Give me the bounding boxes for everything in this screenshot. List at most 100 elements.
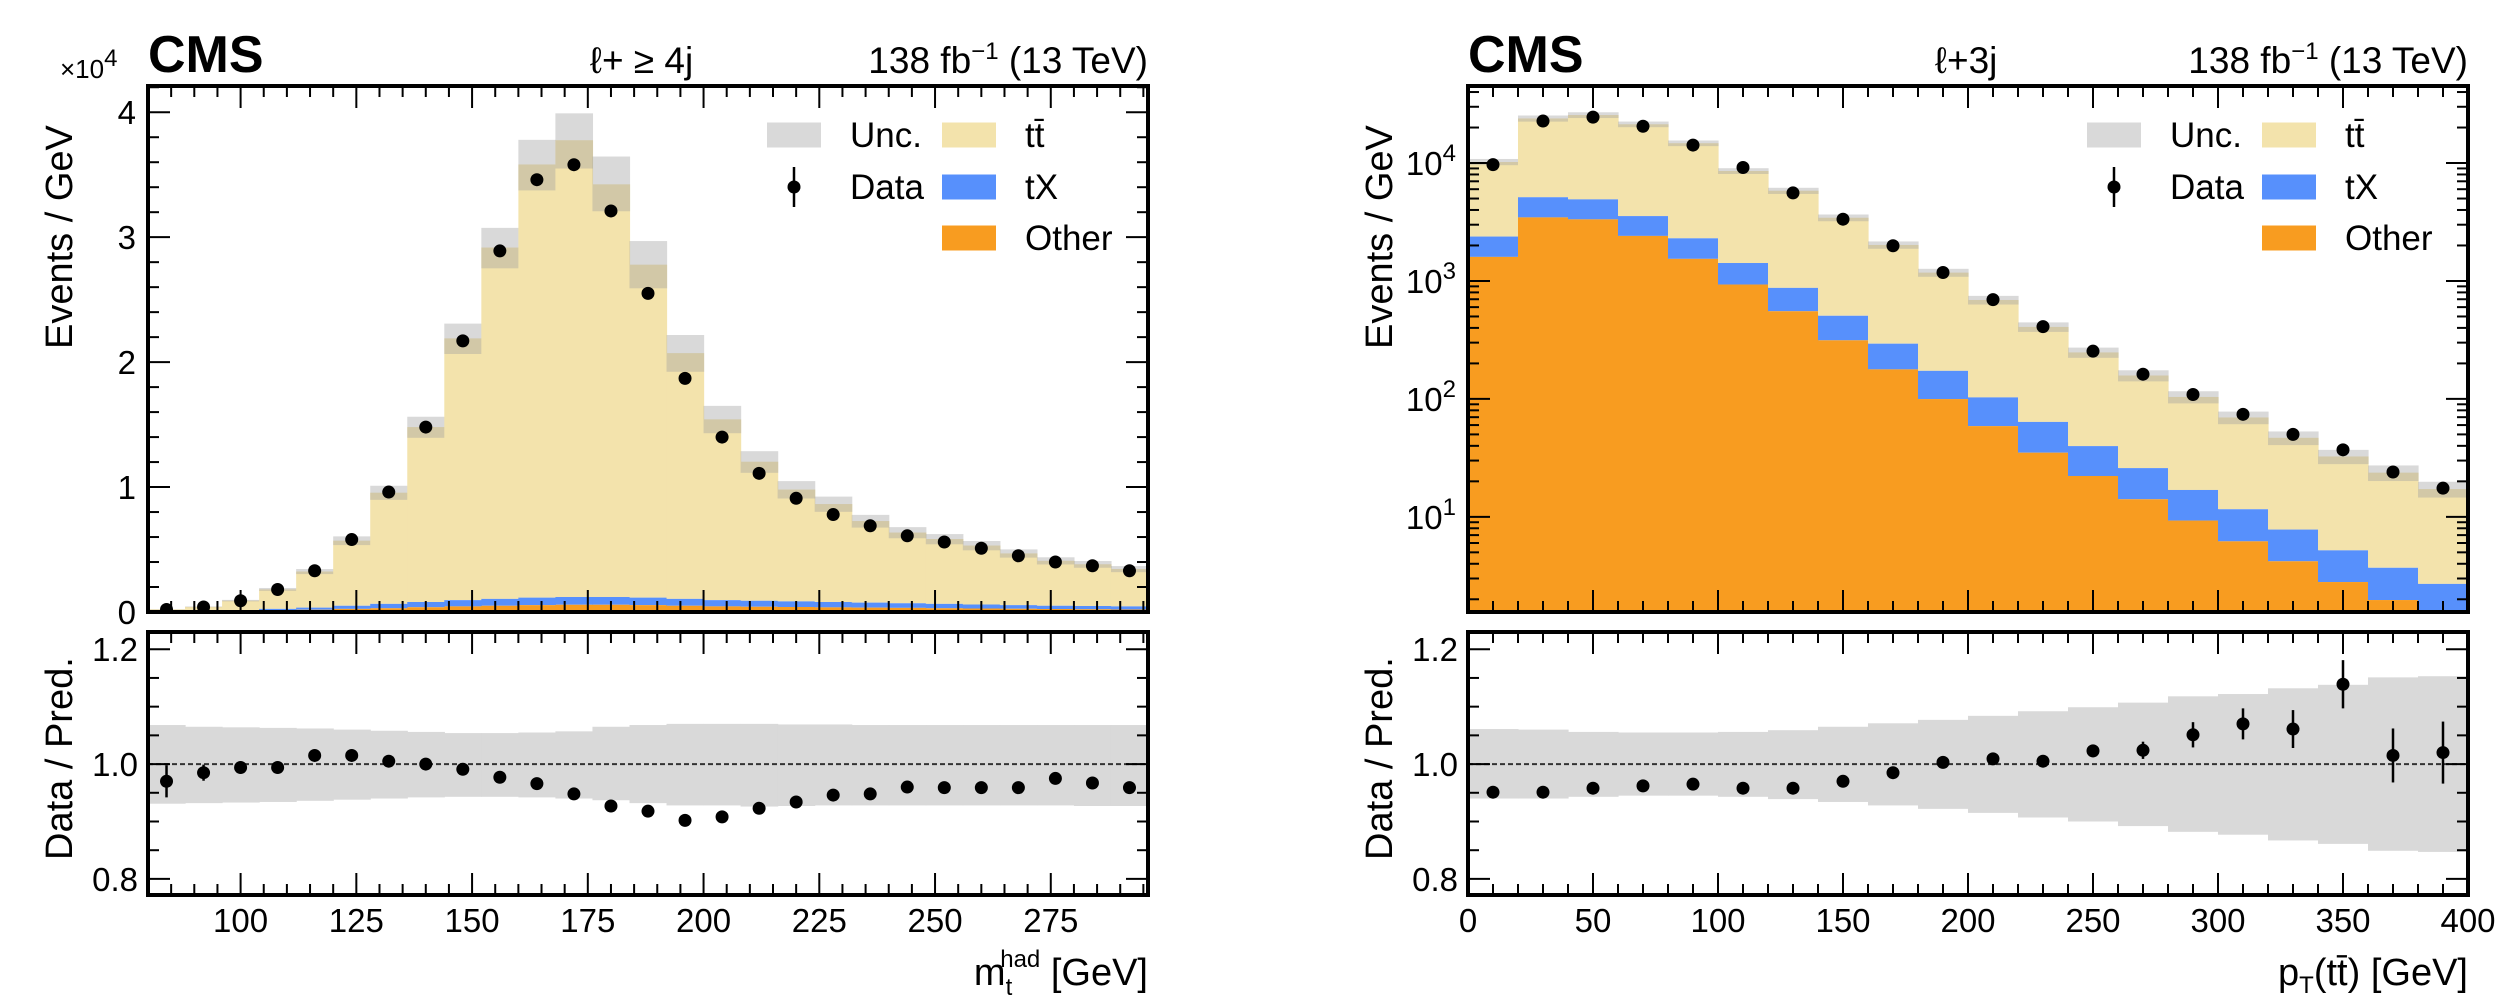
y-tick-label: 2 bbox=[118, 344, 136, 381]
data-point bbox=[2386, 465, 2400, 479]
bar-ttbar bbox=[444, 338, 482, 601]
bar-tx bbox=[1568, 199, 1619, 220]
bar-other bbox=[703, 606, 742, 612]
right-panel-pt-ttbar: CMS ℓ+3j 138 fb−1 (13 TeV) Events / GeV … bbox=[1359, 26, 2496, 999]
bar-ttbar bbox=[481, 247, 519, 599]
bar-other bbox=[2118, 499, 2169, 612]
y-multiplier-label: ×104 bbox=[60, 45, 117, 84]
x-tick-label: 200 bbox=[676, 902, 731, 939]
data-point bbox=[2086, 344, 2100, 358]
data-point bbox=[789, 491, 803, 505]
data-point bbox=[493, 244, 507, 258]
data-point bbox=[2436, 481, 2450, 495]
bar-tx bbox=[2268, 529, 2319, 562]
data-point bbox=[863, 519, 877, 533]
data-point bbox=[345, 533, 359, 547]
bar-ttbar bbox=[2268, 437, 2319, 530]
y-ticks bbox=[1468, 91, 2468, 601]
ratio-point bbox=[2186, 728, 2200, 742]
data-point bbox=[382, 485, 396, 499]
unc-band bbox=[814, 496, 853, 512]
data-point bbox=[1011, 549, 1025, 563]
x-tick-label: 300 bbox=[2190, 902, 2245, 939]
ratio-point bbox=[1936, 755, 1950, 769]
bar-ttbar bbox=[666, 353, 705, 599]
y-axis-label: Events / GeV bbox=[1359, 124, 1401, 349]
bar-ttbar bbox=[1668, 143, 1719, 239]
bar-tx bbox=[1468, 236, 1519, 257]
legend-label-ttbar: tt̄ bbox=[1025, 116, 1045, 155]
legend: Unc. Data tt̄ tX Other bbox=[2087, 116, 2433, 258]
bar-ttbar bbox=[703, 419, 742, 601]
bar-ttbar bbox=[592, 184, 631, 598]
bar-tx bbox=[1073, 606, 1112, 610]
data-point bbox=[1048, 555, 1062, 569]
ratio-point bbox=[308, 748, 322, 762]
bar-tx bbox=[444, 600, 482, 607]
lumi-energy-label: 138 fb−1 (13 TeV) bbox=[868, 38, 1148, 81]
bar-tx bbox=[2168, 489, 2219, 521]
ratio-y-tick-label: 1.2 bbox=[92, 631, 138, 668]
data-point bbox=[641, 286, 655, 300]
legend-label-tx: tX bbox=[2345, 168, 2378, 207]
data-point bbox=[1836, 212, 1850, 226]
data-point bbox=[1122, 564, 1136, 578]
bar-tx bbox=[481, 598, 519, 606]
bar-ttbar bbox=[2368, 472, 2419, 568]
unc-band bbox=[592, 156, 631, 212]
data-point bbox=[1936, 265, 1950, 279]
ratio-point bbox=[863, 787, 877, 801]
bar-ttbar bbox=[2118, 375, 2169, 469]
ratio-point bbox=[382, 754, 396, 768]
legend-label-tx: tX bbox=[1025, 168, 1058, 207]
ratio-point bbox=[1085, 776, 1099, 790]
data-point bbox=[2186, 387, 2200, 401]
bar-tx bbox=[1110, 606, 1148, 610]
ratio-point bbox=[752, 801, 766, 815]
bar-other bbox=[2068, 475, 2119, 612]
legend-data-marker bbox=[787, 180, 801, 194]
unc-band bbox=[629, 241, 668, 289]
data-point bbox=[826, 508, 840, 522]
unc-band bbox=[740, 451, 779, 473]
unc-band bbox=[666, 335, 705, 372]
data-point bbox=[530, 173, 544, 187]
legend-label-data: Data bbox=[850, 168, 924, 207]
data-point bbox=[604, 204, 618, 218]
ratio-point bbox=[2286, 722, 2300, 736]
ratio-point bbox=[1586, 781, 1600, 795]
bar-other bbox=[1718, 284, 1769, 612]
bar-ttbar bbox=[518, 164, 557, 598]
ratio-point bbox=[1986, 752, 2000, 766]
experiment-label: CMS bbox=[1468, 26, 1584, 84]
bar-other bbox=[888, 607, 927, 612]
ratio-point bbox=[345, 748, 359, 762]
data-point bbox=[1636, 119, 1650, 133]
bar-other bbox=[2168, 520, 2219, 612]
data-point bbox=[1536, 114, 1550, 128]
ratio-plot-area bbox=[148, 723, 1148, 827]
ratio-point bbox=[2086, 744, 2100, 758]
data-point bbox=[419, 420, 433, 434]
legend-swatch-tx bbox=[2262, 174, 2316, 200]
bar-other bbox=[851, 607, 890, 612]
bar-other bbox=[814, 607, 853, 612]
bar-tx bbox=[1768, 287, 1819, 312]
experiment-label: CMS bbox=[148, 26, 264, 84]
ratio-y-tick-label: 0.8 bbox=[92, 861, 138, 898]
bar-ttbar bbox=[1918, 272, 1969, 371]
ratio-y-tick-label: 0.8 bbox=[1412, 861, 1458, 898]
bar-ttbar bbox=[1768, 190, 1819, 288]
ratio-unc-band bbox=[777, 724, 816, 806]
data-point bbox=[937, 535, 951, 549]
bar-other bbox=[1568, 219, 1619, 612]
legend-swatch-ttbar bbox=[2262, 122, 2316, 148]
bar-ttbar bbox=[1568, 115, 1619, 200]
ratio-unc-band bbox=[1073, 725, 1112, 806]
bar-other bbox=[518, 605, 557, 612]
y-tick-label: 103 bbox=[1406, 258, 1456, 300]
left-panel-mtop-had: CMS ℓ+ ≥ 4j 138 fb−1 (13 TeV) ×104 Event… bbox=[39, 26, 1150, 1001]
data-point bbox=[1986, 293, 2000, 307]
bar-tx bbox=[1868, 343, 1919, 370]
